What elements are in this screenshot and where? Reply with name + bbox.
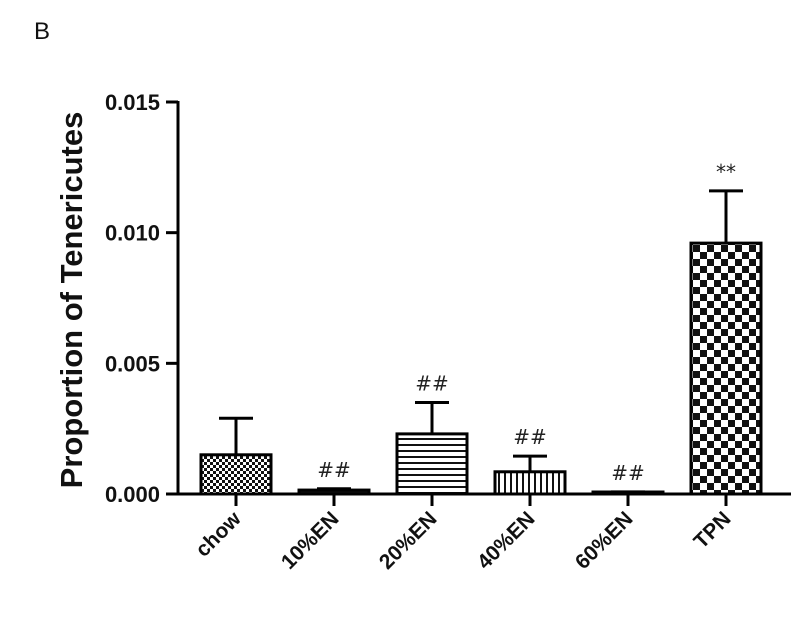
y-tick-label: 0.010: [105, 221, 160, 246]
panel-label: B: [34, 18, 51, 45]
y-tick-label: 0.000: [105, 482, 160, 507]
x-tick-label: 20%EN: [375, 507, 442, 574]
bar: [395, 432, 469, 496]
bar: [689, 241, 763, 496]
bar: [297, 488, 371, 496]
bar: [493, 470, 567, 496]
x-tick-label: TPN: [690, 507, 736, 553]
x-tick-label: chow: [191, 507, 246, 562]
x-tick-label: 60%EN: [571, 507, 638, 574]
significance-label: ##: [611, 461, 645, 485]
significance-label: ##: [415, 372, 449, 396]
axes: 0.000 0.005 0.010 0.015 chow 10%EN 20%EN 40%EN 6…: [105, 90, 791, 574]
bars: ## ## ## ## **: [199, 160, 763, 496]
y-tick-label: 0.015: [105, 90, 160, 115]
significance-label: **: [716, 160, 736, 184]
y-axis-title: Proportion of Tenericutes: [54, 112, 89, 489]
bar: [199, 453, 273, 496]
y-tick-label: 0.005: [105, 351, 160, 376]
significance-label: ##: [317, 458, 351, 482]
significance-label: ##: [513, 425, 547, 449]
x-tick-label: 10%EN: [277, 507, 344, 574]
x-tick-label: 40%EN: [473, 507, 540, 574]
